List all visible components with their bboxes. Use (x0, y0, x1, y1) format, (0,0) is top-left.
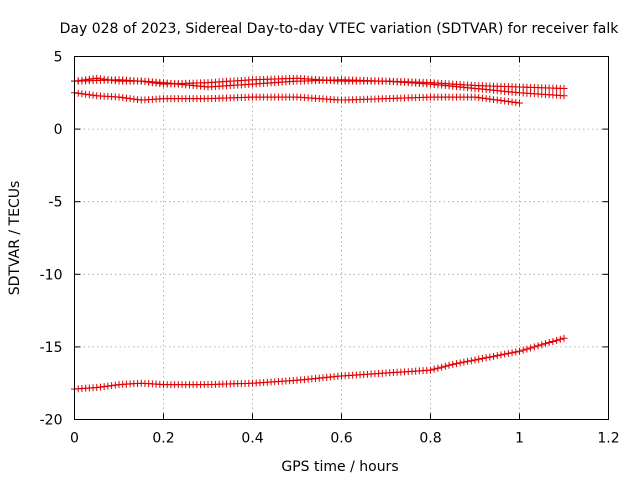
y-axis-label: SDTVAR / TECUs (7, 181, 23, 296)
data-point (452, 360, 460, 368)
data-point (501, 350, 509, 358)
data-point (478, 355, 486, 363)
data-point (534, 342, 542, 350)
data-point (456, 359, 464, 367)
data-point (512, 348, 520, 356)
data-point (434, 364, 442, 372)
data-point (516, 347, 523, 355)
x-tick-label: 0.6 (330, 431, 352, 447)
y-tick-label: 0 (54, 122, 63, 138)
x-axis-label: GPS time / hours (281, 459, 398, 475)
data-point (523, 345, 531, 353)
y-tick-label: -5 (49, 195, 63, 211)
data-point (527, 344, 535, 352)
data-point (441, 362, 449, 370)
series-4 (71, 334, 568, 393)
x-tick-label: 0.2 (152, 431, 174, 447)
y-tick-label: -20 (40, 413, 63, 429)
series-3 (71, 89, 523, 107)
data-point (519, 346, 527, 354)
data-point (516, 99, 523, 107)
data-point (490, 352, 498, 360)
data-point (493, 352, 501, 360)
data-point (497, 351, 505, 359)
series-2 (71, 76, 568, 92)
y-tick-label: -10 (40, 267, 63, 283)
data-point (530, 343, 538, 351)
data-point (560, 84, 568, 92)
data-point (467, 357, 475, 365)
data-series (71, 74, 568, 393)
y-tick-label: -15 (40, 340, 63, 356)
data-point (438, 363, 446, 371)
data-point (560, 92, 568, 100)
x-tick-label: 0 (70, 431, 79, 447)
data-point (427, 366, 434, 374)
axis-ticks: 0 0.2 0.4 0.6 0.8 1 1.2 -20 -15 -10 -5 0 5 (40, 50, 620, 447)
data-point (475, 355, 483, 363)
data-point (471, 356, 479, 364)
data-point (508, 349, 516, 357)
data-point (430, 365, 438, 373)
data-point (538, 341, 546, 349)
data-point (549, 337, 557, 345)
x-tick-label: 0.4 (241, 431, 263, 447)
y-tick-label: 5 (54, 50, 63, 66)
x-tick-label: 0.8 (419, 431, 441, 447)
data-point (556, 335, 564, 343)
data-point (482, 354, 490, 362)
data-point (464, 357, 472, 365)
data-point (545, 339, 553, 347)
data-point (560, 334, 568, 342)
chart-title: Day 028 of 2023, Sidereal Day-to-day VTE… (60, 21, 620, 37)
data-point (445, 361, 453, 369)
data-point (541, 340, 549, 348)
x-tick-label: 1 (515, 431, 524, 447)
x-tick-label: 1.2 (597, 431, 619, 447)
data-point (486, 353, 494, 361)
data-point (449, 360, 457, 368)
data-point (504, 349, 512, 357)
data-point (460, 358, 468, 366)
grid-lines (74, 56, 609, 420)
data-point (553, 336, 561, 344)
